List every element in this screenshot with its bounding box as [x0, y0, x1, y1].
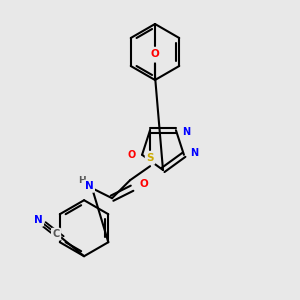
Text: O: O [151, 49, 159, 59]
Text: O: O [140, 179, 148, 189]
Text: N: N [190, 148, 198, 158]
Text: Cl: Cl [149, 51, 161, 61]
Text: N: N [182, 127, 190, 137]
Text: O: O [128, 150, 136, 160]
Text: C: C [52, 229, 60, 239]
Text: H: H [78, 176, 86, 185]
Text: N: N [85, 181, 93, 191]
Text: S: S [146, 153, 154, 163]
Text: N: N [34, 215, 42, 225]
